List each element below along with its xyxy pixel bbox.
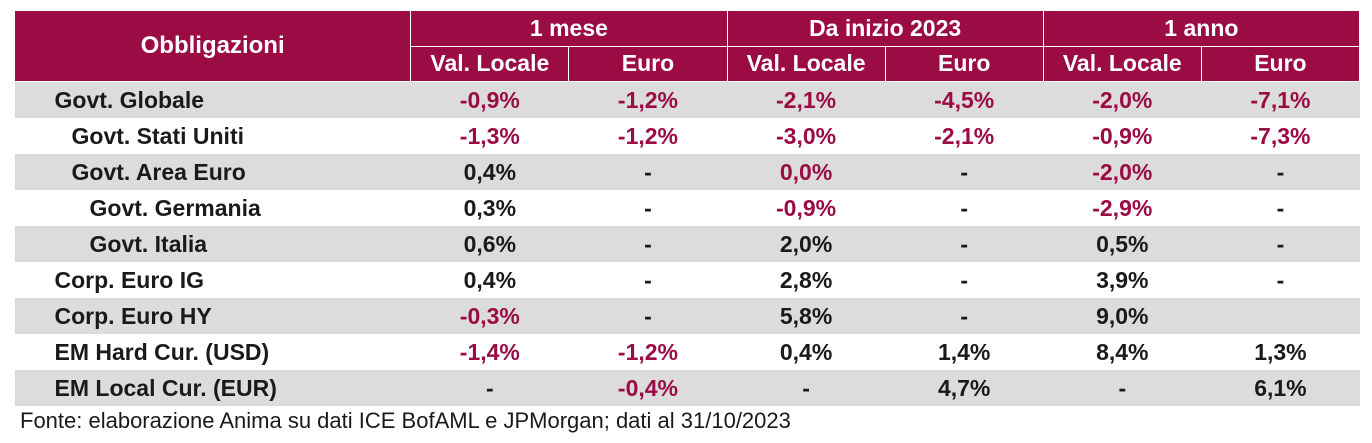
table-cell: -2,0% xyxy=(1043,81,1202,118)
subheader-euro: Euro xyxy=(884,45,1044,82)
table-cell: - xyxy=(1201,190,1360,226)
subheader-euro: Euro xyxy=(568,45,728,82)
table-cell: -2,9% xyxy=(1043,190,1202,226)
table-row: Corp. Euro IG 0,4% -2,8% -3,9% - xyxy=(14,262,1360,298)
group-header-1-month: 1 mese xyxy=(410,10,728,47)
row-label: EM Hard Cur. (USD) xyxy=(14,334,411,370)
table-row: Govt. Stati Uniti -1,3% -1,2% -3,0% -2,1% -0,… xyxy=(14,118,1360,154)
table-cell: - xyxy=(727,370,886,406)
table-cell: -0,4% xyxy=(568,370,728,406)
table-cell: - xyxy=(568,226,728,262)
bond-returns-table: Obbligazioni 1 mese Da inizio 2023 1 ann… xyxy=(13,10,1361,406)
table-cell: -2,1% xyxy=(885,118,1044,154)
table-cell: -7,3% xyxy=(1201,118,1360,154)
table-cell: -0,9% xyxy=(410,81,569,118)
table-cell: -0,3% xyxy=(410,298,569,334)
table-cell: - xyxy=(568,262,728,298)
table-cell: -3,0% xyxy=(727,118,886,154)
row-label: EM Local Cur. (EUR) xyxy=(14,370,411,406)
table-cell: 2,0% xyxy=(727,226,886,262)
table-cell: 0,0% xyxy=(727,154,886,190)
table-cell: -7,1% xyxy=(1201,81,1360,118)
table-cell: 0,3% xyxy=(410,190,569,226)
table-cell: 2,8% xyxy=(727,262,886,298)
group-header-1-year: 1 anno xyxy=(1042,10,1361,47)
row-label: Govt. Germania xyxy=(14,190,411,226)
table-cell: -1,4% xyxy=(410,334,569,370)
table-row: Corp. Euro HY -0,3% -5,8% -9,0% xyxy=(14,298,1360,334)
table-cell: - xyxy=(410,370,569,406)
table-cell: - xyxy=(1201,262,1360,298)
table-cell: -1,2% xyxy=(568,334,728,370)
table-body: Govt. Globale -0,9% -1,2% -2,1% -4,5% -2,0% -7… xyxy=(14,81,1360,406)
row-label: Corp. Euro HY xyxy=(14,298,411,334)
row-label: Govt. Globale xyxy=(14,81,411,118)
subheader-euro: Euro xyxy=(1200,45,1361,82)
table-cell: -1,2% xyxy=(568,81,728,118)
table-cell: - xyxy=(885,154,1044,190)
row-label: Corp. Euro IG xyxy=(14,262,411,298)
table-row: EM Hard Cur. (USD) -1,4% -1,2% 0,4% 1,4% 8,4%… xyxy=(14,334,1360,370)
group-header-ytd: Da inizio 2023 xyxy=(726,10,1044,47)
table-cell: -2,1% xyxy=(727,81,886,118)
table-cell: 5,8% xyxy=(727,298,886,334)
table-cell: 3,9% xyxy=(1043,262,1202,298)
table-cell: 0,4% xyxy=(727,334,886,370)
table-cell: - xyxy=(568,298,728,334)
table-cell: -1,2% xyxy=(568,118,728,154)
table-cell xyxy=(1201,298,1360,334)
table-cell: 6,1% xyxy=(1201,370,1360,406)
table-cell: 0,5% xyxy=(1043,226,1202,262)
table-row: Govt. Germania 0,3% - -0,9% - -2,9% - xyxy=(14,190,1360,226)
table-cell: 0,4% xyxy=(410,154,569,190)
table-cell: 9,0% xyxy=(1043,298,1202,334)
subheader-local: Val. Locale xyxy=(1042,45,1202,82)
subheader-local: Val. Locale xyxy=(726,45,886,82)
table-cell: - xyxy=(1201,154,1360,190)
table-cell: - xyxy=(885,190,1044,226)
table-cell: 1,4% xyxy=(885,334,1044,370)
row-label: Govt. Area Euro xyxy=(14,154,411,190)
table-cell: -0,9% xyxy=(727,190,886,226)
subheader-local: Val. Locale xyxy=(410,45,570,82)
table-cell: -0,9% xyxy=(1043,118,1202,154)
table-row: Govt. Globale -0,9% -1,2% -2,1% -4,5% -2,0% -7… xyxy=(14,81,1360,118)
table-cell: 4,7% xyxy=(885,370,1044,406)
source-note: Fonte: elaborazione Anima su dati ICE Bo… xyxy=(20,408,791,433)
table-cell: 1,3% xyxy=(1201,334,1360,370)
table-cell: -2,0% xyxy=(1043,154,1202,190)
corner-header: Obbligazioni xyxy=(13,10,412,82)
table-cell: 8,4% xyxy=(1043,334,1202,370)
table-cell: - xyxy=(568,154,728,190)
table-cell: -1,3% xyxy=(410,118,569,154)
table-cell: - xyxy=(1043,370,1202,406)
table-cell: -4,5% xyxy=(885,81,1044,118)
row-label: Govt. Italia xyxy=(14,226,411,262)
table-row: Govt. Area Euro 0,4% -0,0% - -2,0% - xyxy=(14,154,1360,190)
table-cell: - xyxy=(568,190,728,226)
table-cell: - xyxy=(885,262,1044,298)
table-row: EM Local Cur. (EUR) - -0,4% -4,7% -6,1% xyxy=(14,370,1360,406)
table-cell: - xyxy=(885,226,1044,262)
table-cell: 0,6% xyxy=(410,226,569,262)
table-cell: - xyxy=(885,298,1044,334)
table-row: Govt. Italia 0,6% -2,0% -0,5% - xyxy=(14,226,1360,262)
table-cell: 0,4% xyxy=(410,262,569,298)
row-label: Govt. Stati Uniti xyxy=(14,118,411,154)
table-cell: - xyxy=(1201,226,1360,262)
